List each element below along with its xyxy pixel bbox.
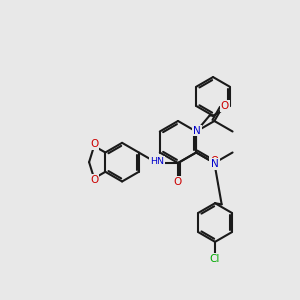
Text: O: O	[90, 139, 98, 149]
Text: O: O	[210, 156, 218, 166]
Text: HN: HN	[150, 157, 164, 166]
Text: O: O	[90, 175, 98, 185]
Text: Cl: Cl	[210, 254, 220, 264]
Text: O: O	[221, 101, 229, 111]
Text: N: N	[212, 159, 219, 169]
Text: O: O	[174, 177, 182, 187]
Text: N: N	[193, 125, 201, 136]
